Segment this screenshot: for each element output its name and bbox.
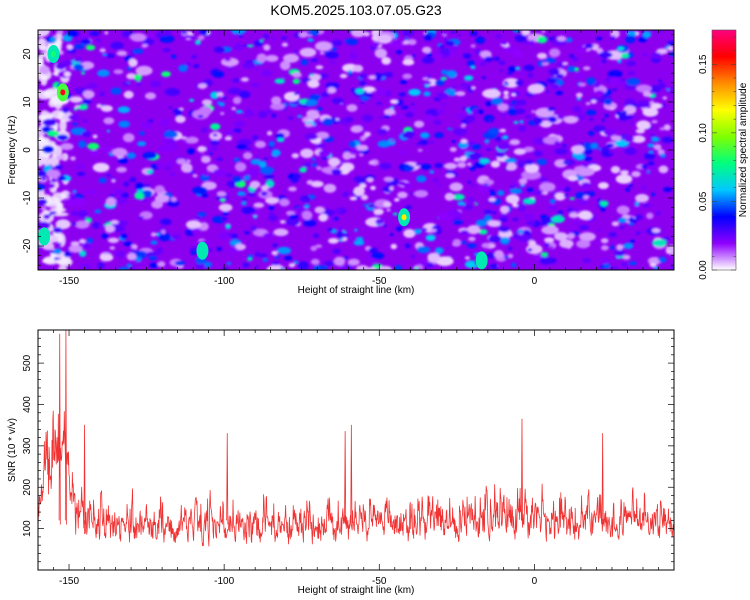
spectrogram-x-tick-labels: -150 -100 -50 0	[59, 276, 538, 287]
y-tick-label-2: 300	[22, 437, 33, 454]
hotspot-core-3	[401, 214, 407, 221]
colorbar-label: Normalized spectral amplitude	[738, 82, 749, 217]
snr-background	[38, 330, 674, 570]
snr-x-tick-labels: -150 -100 -50 0	[59, 576, 538, 587]
snr-y-axis-label: SNR (10 * v/v)	[7, 418, 18, 482]
hotspot-core-1	[51, 51, 57, 57]
colorbar-tick-labels: 0.00 0.05 0.10 0.15	[698, 54, 709, 280]
x-tick-label-3: 0	[532, 276, 538, 287]
hotspot-core-4	[199, 247, 205, 254]
colorbar-tick-label-1: 0.05	[698, 191, 709, 211]
spectrogram-x-axis-label: Height of straight line (km)	[298, 285, 415, 296]
x-tick-label-2: -50	[372, 276, 387, 287]
y-tick-label-0: -20	[22, 238, 33, 253]
colorbar-gradient	[712, 30, 736, 270]
y-tick-label-1: -10	[22, 190, 33, 205]
x-tick-label-0: -150	[59, 276, 79, 287]
y-tick-label-0: 100	[22, 520, 33, 537]
hotspot-core-0	[60, 89, 66, 96]
y-tick-label-3: 400	[22, 396, 33, 413]
chart-title: KOM5.2025.103.07.05.G23	[270, 2, 441, 18]
y-tick-label-3: 10	[22, 96, 33, 108]
snr-ticks	[37, 330, 675, 570]
y-tick-label-1: 200	[22, 478, 33, 495]
colorbar-tick-label-3: 0.15	[698, 54, 709, 74]
colorbar-tick-label-2: 0.10	[698, 123, 709, 143]
spectrogram-ticks	[37, 30, 675, 270]
hotspot-core-2	[41, 233, 47, 240]
spectrogram-heatmap	[38, 30, 674, 270]
y-tick-label-4: 500	[22, 354, 33, 371]
colorbar-frame	[711, 29, 737, 271]
x-tick-label-3: 0	[532, 576, 538, 587]
x-tick-label-0: -150	[59, 576, 79, 587]
y-tick-label-2: 0	[22, 147, 33, 153]
x-tick-label-1: -100	[214, 576, 234, 587]
spectrogram-hotspots	[38, 45, 488, 270]
spectrogram-y-axis-label: Frequency (Hz)	[7, 116, 18, 185]
y-tick-label-4: 20	[22, 48, 33, 60]
colorbar-tick-label-0: 0.00	[698, 260, 709, 280]
snr-frame	[37, 329, 675, 571]
colorbar-ticks	[712, 36, 736, 271]
snr-x-axis-label: Height of straight line (km)	[298, 585, 415, 596]
snr-series-line	[38, 330, 674, 547]
snr-panel: -150 -100 -50 0 100 200 300 400 500 Height of s…	[7, 329, 675, 596]
spectrogram-y-tick-labels: -20 -10 0 10 20	[22, 48, 33, 253]
x-tick-label-1: -100	[214, 276, 234, 287]
colorbar: 0.00 0.05 0.10 0.15 Normalized spectral amp…	[698, 29, 749, 280]
x-tick-label-2: -50	[372, 576, 387, 587]
snr-y-tick-labels: 100 200 300 400 500	[22, 354, 33, 537]
hotspot-core-5	[479, 257, 485, 264]
